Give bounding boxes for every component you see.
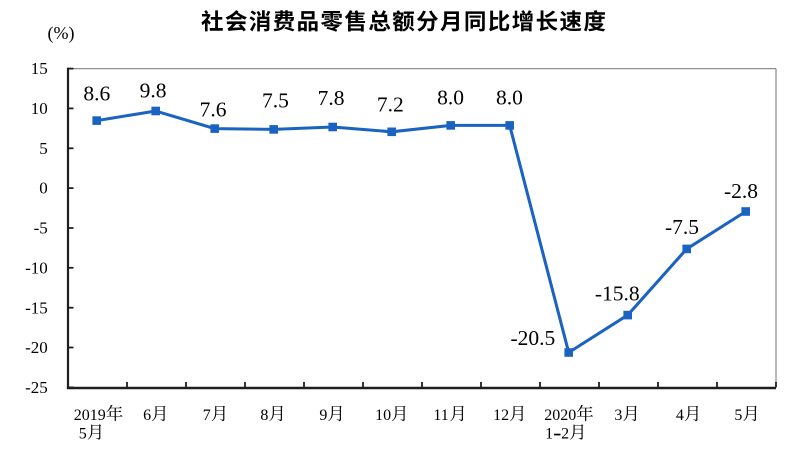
svg-text:-20: -20	[25, 338, 48, 357]
svg-text:10: 10	[31, 99, 48, 118]
svg-text:8.0: 8.0	[496, 86, 523, 110]
svg-text:8.6: 8.6	[83, 81, 110, 105]
svg-text:8: 8	[260, 407, 268, 424]
svg-text:11: 11	[433, 407, 448, 424]
svg-text:7.5: 7.5	[262, 89, 289, 113]
svg-text:4: 4	[676, 407, 684, 424]
svg-text:-15.8: -15.8	[595, 282, 640, 306]
svg-text:5: 5	[39, 139, 48, 158]
svg-text:12: 12	[493, 407, 509, 424]
svg-text:9: 9	[319, 407, 327, 424]
svg-text:-5: -5	[34, 219, 48, 238]
svg-text:-7.5: -7.5	[665, 215, 699, 239]
svg-text:9.8: 9.8	[140, 79, 167, 103]
svg-text:6: 6	[143, 407, 151, 424]
svg-text:-20.5: -20.5	[511, 326, 556, 350]
svg-text:15: 15	[31, 59, 48, 78]
svg-text:7.6: 7.6	[200, 98, 227, 122]
svg-text:1: 1	[545, 425, 553, 442]
svg-text:3: 3	[614, 407, 622, 424]
svg-text:10: 10	[375, 407, 391, 424]
svg-text:7.2: 7.2	[377, 93, 404, 117]
svg-text:-25: -25	[25, 378, 48, 397]
svg-text:7.8: 7.8	[318, 86, 345, 110]
svg-text:-10: -10	[25, 258, 48, 277]
svg-text:2019: 2019	[74, 407, 106, 424]
svg-text:2: 2	[561, 425, 569, 442]
svg-text:2020: 2020	[544, 407, 576, 424]
svg-text:0: 0	[39, 179, 48, 198]
svg-text:8.0: 8.0	[437, 86, 464, 110]
svg-text:5: 5	[79, 425, 87, 442]
svg-text:(%): (%)	[48, 23, 75, 44]
svg-text:-2.8: -2.8	[724, 179, 758, 203]
svg-text:7: 7	[203, 407, 211, 424]
svg-text:5: 5	[734, 407, 742, 424]
svg-text:-15: -15	[25, 298, 48, 317]
